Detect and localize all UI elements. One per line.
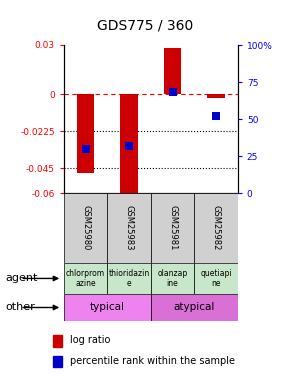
Bar — [194, 262, 238, 294]
Text: GSM25983: GSM25983 — [124, 205, 134, 251]
Text: olanzap
ine: olanzap ine — [157, 269, 188, 288]
Bar — [53, 356, 62, 367]
Bar — [64, 193, 107, 262]
Text: atypical: atypical — [174, 303, 215, 312]
Bar — [194, 193, 238, 262]
Text: quetiapi
ne: quetiapi ne — [200, 269, 232, 288]
Text: percentile rank within the sample: percentile rank within the sample — [70, 356, 235, 366]
Text: agent: agent — [6, 273, 38, 284]
Text: thioridazin
e: thioridazin e — [108, 269, 150, 288]
Bar — [207, 94, 225, 98]
Bar — [151, 294, 238, 321]
Bar — [64, 262, 107, 294]
Point — [127, 143, 131, 149]
Text: GSM25981: GSM25981 — [168, 205, 177, 251]
Bar — [120, 94, 138, 193]
Text: GSM25980: GSM25980 — [81, 205, 90, 251]
Bar — [107, 193, 151, 262]
Bar — [53, 335, 62, 346]
Bar — [107, 262, 151, 294]
Point — [83, 146, 88, 152]
Point — [214, 113, 218, 119]
Bar — [151, 262, 194, 294]
Text: log ratio: log ratio — [70, 335, 110, 345]
Bar — [151, 193, 194, 262]
Text: GDS775 / 360: GDS775 / 360 — [97, 19, 193, 33]
Point — [170, 89, 175, 95]
Text: other: other — [6, 303, 36, 312]
Bar — [64, 294, 151, 321]
Text: GSM25982: GSM25982 — [211, 205, 221, 251]
Text: typical: typical — [90, 303, 125, 312]
Bar — [164, 48, 181, 94]
Text: chlorprom
azine: chlorprom azine — [66, 269, 105, 288]
Bar — [77, 94, 94, 173]
